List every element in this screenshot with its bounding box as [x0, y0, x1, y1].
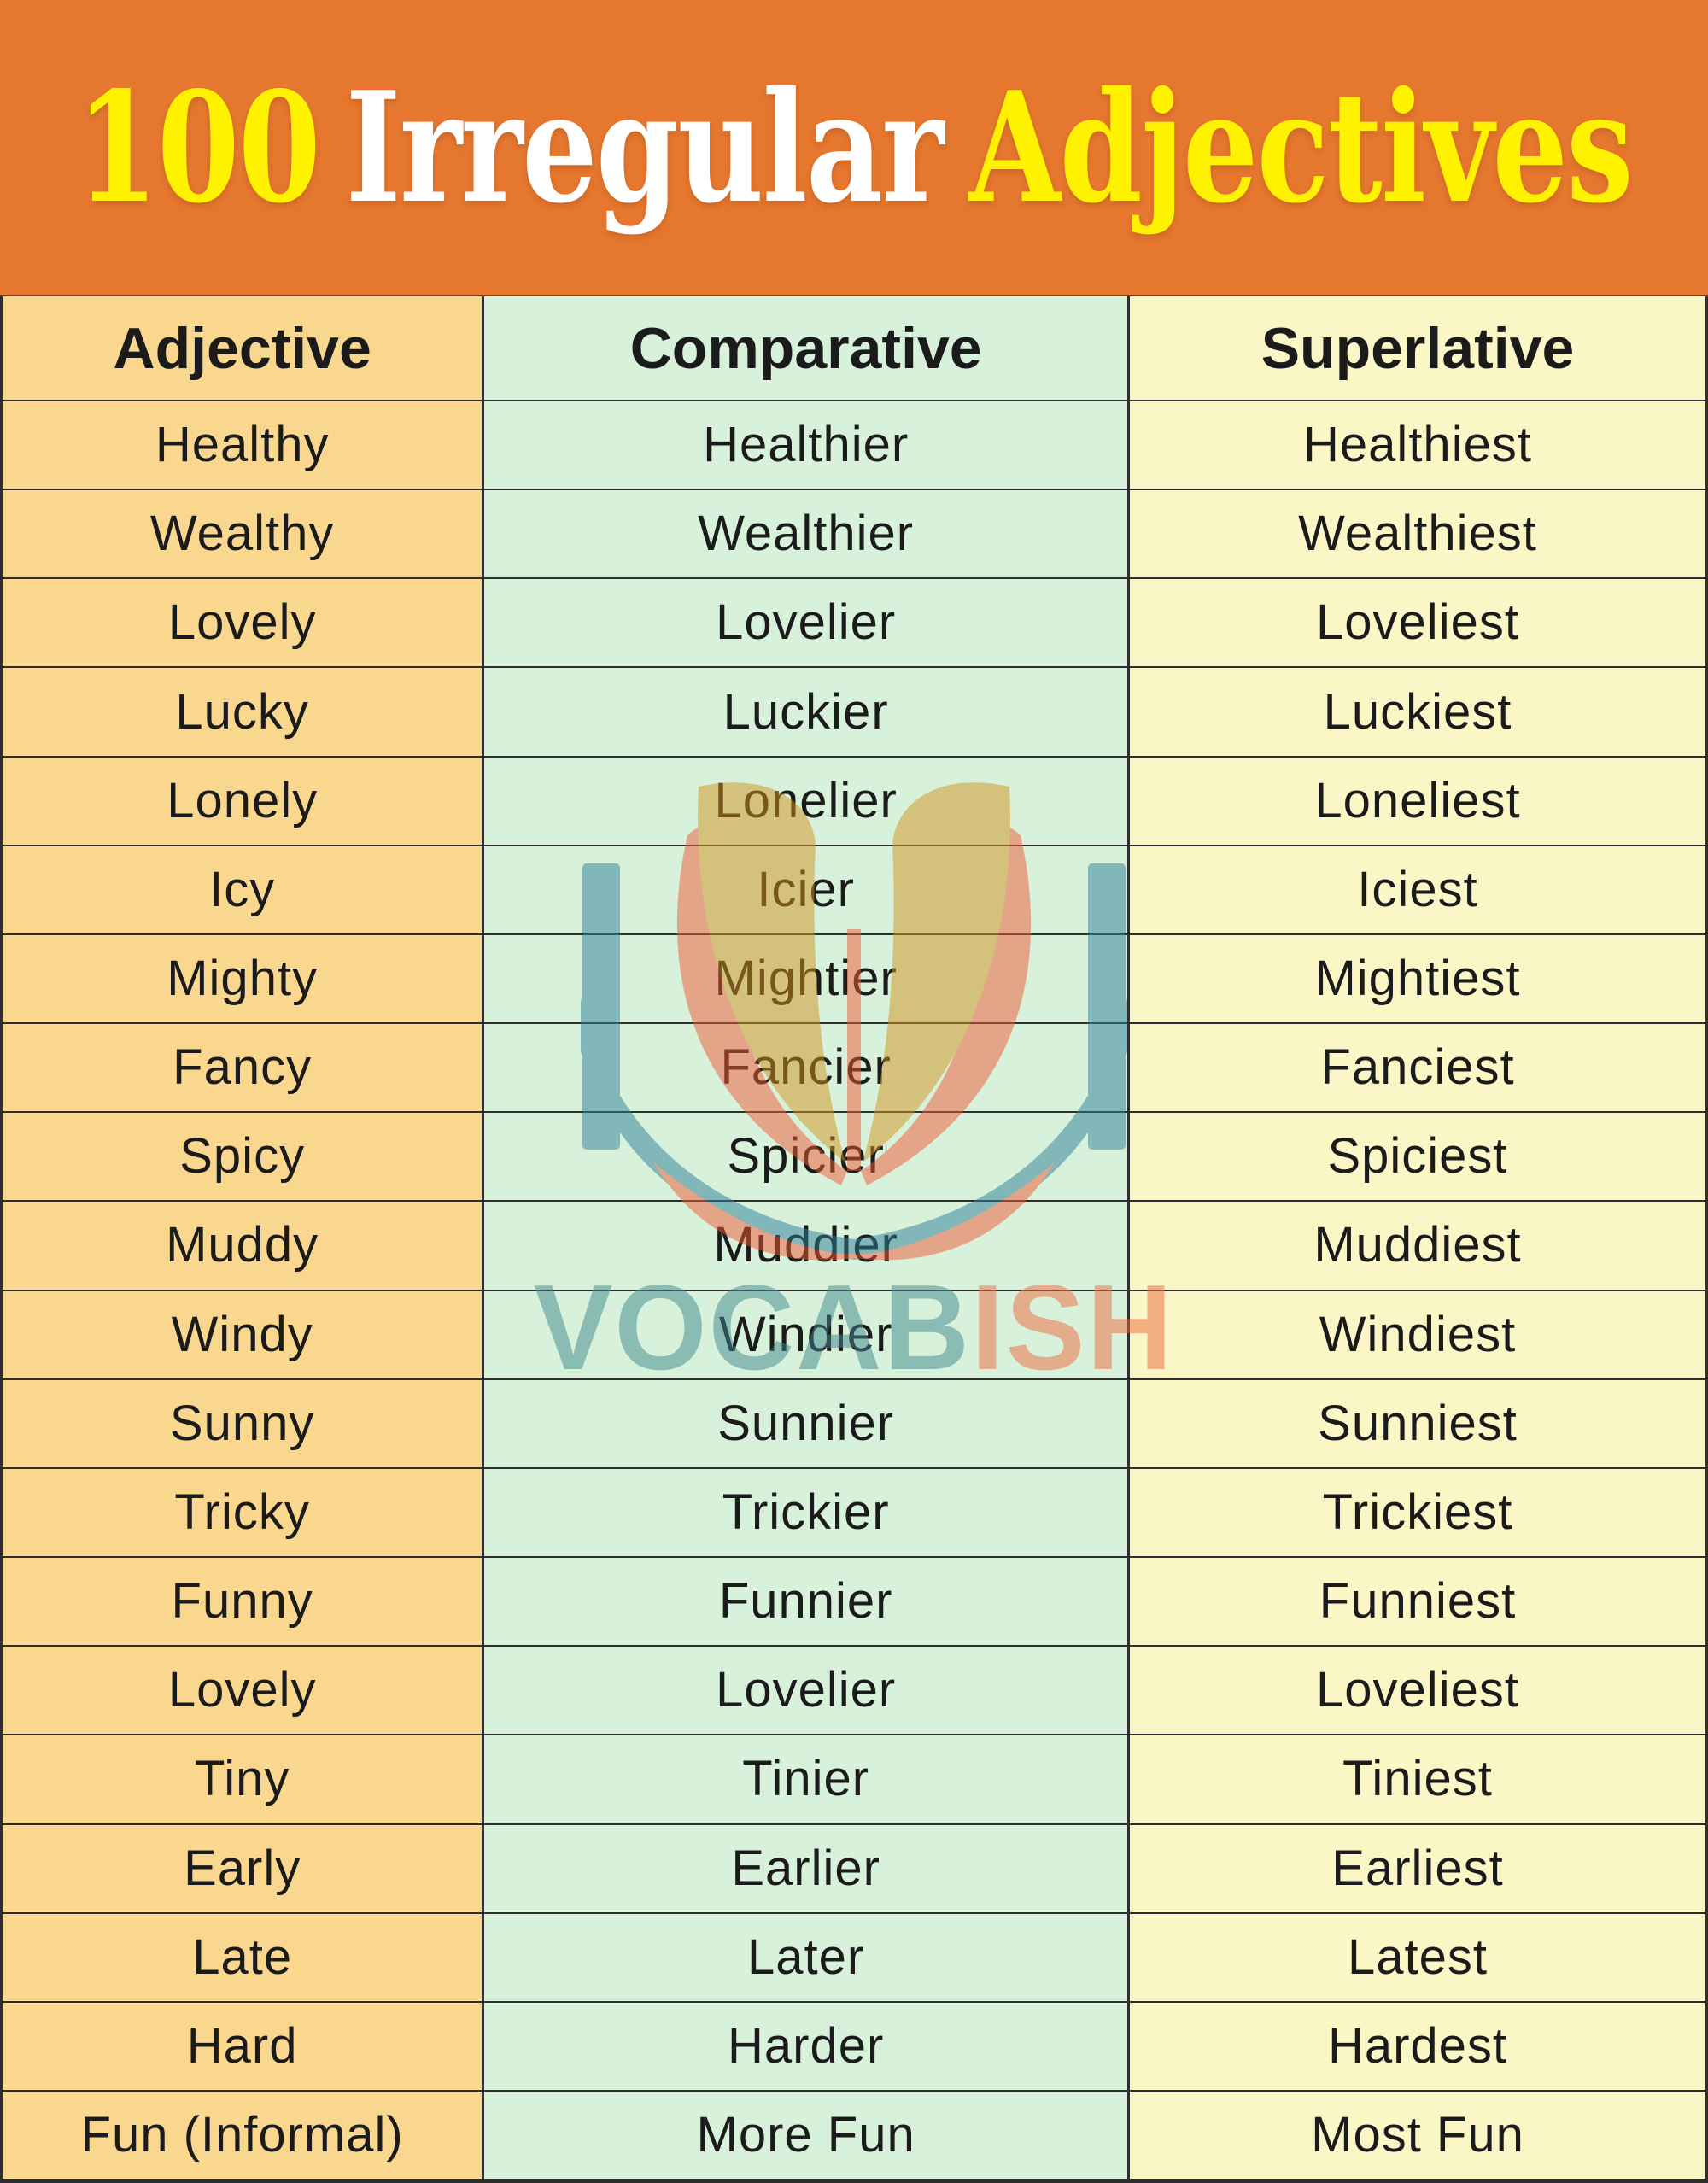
adjective-cell: Early — [3, 1824, 485, 1912]
comparative-cell: Healthier — [484, 401, 1131, 489]
superlative-cell: Spiciest — [1130, 1113, 1705, 1201]
table-row: Windy Windier Windiest — [3, 1289, 1705, 1378]
column-header-superlative: Superlative — [1130, 296, 1705, 400]
superlative-cell: Hardest — [1130, 2002, 1705, 2090]
comparative-cell: Funnier — [484, 1558, 1131, 1646]
superlative-cell: Loveliest — [1130, 579, 1705, 667]
table-row: Fun (Informal) More Fun Most Fun — [3, 2089, 1705, 2180]
comparative-cell: Icier — [484, 846, 1131, 933]
table-row: Tricky Trickier Trickiest — [3, 1466, 1705, 1557]
comparative-cell: Lovelier — [484, 579, 1131, 667]
table-row: Fancy Fancier Fanciest — [3, 1022, 1705, 1112]
adjective-cell: Muddy — [3, 1202, 485, 1290]
superlative-cell: Funniest — [1130, 1558, 1705, 1646]
title-suffix: Adjectives — [968, 57, 1634, 237]
table-row: Hard Harder Hardest — [3, 2000, 1705, 2090]
title-middle: Irregular — [345, 57, 945, 237]
column-header-adjective: Adjective — [3, 296, 485, 400]
adjective-cell: Tiny — [3, 1735, 485, 1823]
superlative-cell: Iciest — [1130, 846, 1705, 933]
table-header-row: Adjective Comparative Superlative — [3, 296, 1705, 400]
comparative-cell: More Fun — [484, 2091, 1131, 2180]
table-row: Early Earlier Earliest — [3, 1823, 1705, 1912]
table-row: Lovely Lovelier Loveliest — [3, 1645, 1705, 1735]
adjective-cell: Windy — [3, 1290, 485, 1378]
comparative-cell: Lonelier — [484, 757, 1131, 845]
adjective-cell: Tricky — [3, 1468, 485, 1557]
table-row: Spicy Spicier Spiciest — [3, 1111, 1705, 1201]
superlative-cell: Latest — [1130, 1913, 1705, 2001]
table-row: Lovely Lovelier Loveliest — [3, 577, 1705, 667]
column-header-comparative: Comparative — [484, 296, 1131, 400]
superlative-cell: Most Fun — [1130, 2091, 1705, 2180]
superlative-cell: Mightiest — [1130, 934, 1705, 1023]
page-title: 100 Irregular Adjectives — [76, 71, 1634, 224]
superlative-cell: Windiest — [1130, 1290, 1705, 1378]
comparative-cell: Later — [484, 1913, 1131, 2001]
superlative-cell: Tiniest — [1130, 1735, 1705, 1823]
superlative-cell: Loneliest — [1130, 757, 1705, 845]
comparative-cell: Muddier — [484, 1202, 1131, 1290]
comparative-cell: Windier — [484, 1290, 1131, 1378]
table-row: Lonely Lonelier Loneliest — [3, 755, 1705, 845]
table-row: Mighty Mightier Mightiest — [3, 933, 1705, 1023]
table-row: Sunny Sunnier Sunniest — [3, 1378, 1705, 1467]
comparative-cell: Wealthier — [484, 490, 1131, 578]
comparative-cell: Trickier — [484, 1468, 1131, 1557]
adjective-cell: Hard — [3, 2002, 485, 2090]
comparative-cell: Sunnier — [484, 1379, 1131, 1467]
adjective-cell: Lovely — [3, 579, 485, 667]
adjective-cell: Icy — [3, 846, 485, 933]
title-banner: 100 Irregular Adjectives — [0, 0, 1708, 295]
superlative-cell: Earliest — [1130, 1824, 1705, 1912]
comparative-cell: Luckier — [484, 668, 1131, 756]
superlative-cell: Wealthiest — [1130, 490, 1705, 578]
adjective-cell: Lonely — [3, 757, 485, 845]
table-row: Healthy Healthier Healthiest — [3, 400, 1705, 489]
comparative-cell: Mightier — [484, 934, 1131, 1023]
adjective-cell: Spicy — [3, 1113, 485, 1201]
comparative-cell: Tinier — [484, 1735, 1131, 1823]
superlative-cell: Luckiest — [1130, 668, 1705, 756]
adjective-cell: Wealthy — [3, 490, 485, 578]
superlative-cell: Healthiest — [1130, 401, 1705, 489]
adjective-cell: Funny — [3, 1558, 485, 1646]
superlative-cell: Fanciest — [1130, 1024, 1705, 1112]
adjective-cell: Fun (Informal) — [3, 2091, 485, 2180]
comparative-cell: Fancier — [484, 1024, 1131, 1112]
adjectives-table: Adjective Comparative Superlative Health… — [0, 295, 1708, 2183]
table-row: Icy Icier Iciest — [3, 844, 1705, 933]
adjective-cell: Healthy — [3, 401, 485, 489]
table-row: Funny Funnier Funniest — [3, 1556, 1705, 1646]
table-row: Late Later Latest — [3, 1911, 1705, 2001]
table-row: Lucky Luckier Luckiest — [3, 666, 1705, 756]
table-row: Muddy Muddier Muddiest — [3, 1200, 1705, 1290]
title-count: 100 — [75, 57, 321, 237]
comparative-cell: Harder — [484, 2002, 1131, 2090]
table-row: Wealthy Wealthier Wealthiest — [3, 489, 1705, 578]
adjective-cell: Sunny — [3, 1379, 485, 1467]
superlative-cell: Trickiest — [1130, 1468, 1705, 1557]
adjective-cell: Late — [3, 1913, 485, 2001]
comparative-cell: Earlier — [484, 1824, 1131, 1912]
superlative-cell: Sunniest — [1130, 1379, 1705, 1467]
comparative-cell: Lovelier — [484, 1647, 1131, 1735]
table-row: Tiny Tinier Tiniest — [3, 1734, 1705, 1823]
adjective-cell: Lucky — [3, 668, 485, 756]
comparative-cell: Spicier — [484, 1113, 1131, 1201]
adjective-cell: Mighty — [3, 934, 485, 1023]
adjective-cell: Lovely — [3, 1647, 485, 1735]
adjective-cell: Fancy — [3, 1024, 485, 1112]
superlative-cell: Muddiest — [1130, 1202, 1705, 1290]
superlative-cell: Loveliest — [1130, 1647, 1705, 1735]
